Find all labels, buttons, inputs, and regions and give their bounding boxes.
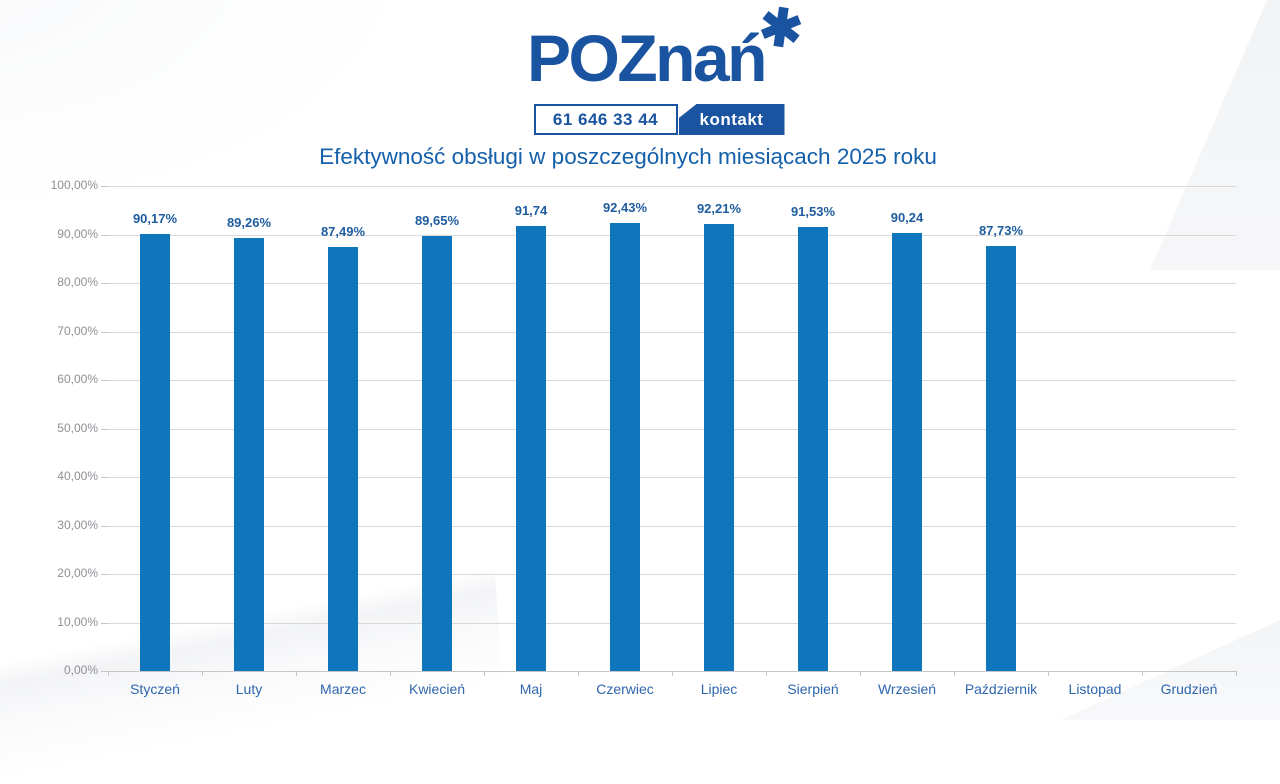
y-axis-tick bbox=[101, 283, 108, 284]
y-axis-label: 100,00% bbox=[50, 178, 98, 192]
y-axis-tick bbox=[101, 234, 108, 236]
x-axis-label-11: Listopad bbox=[1068, 681, 1122, 697]
bar-maj bbox=[516, 226, 546, 671]
gridline bbox=[108, 331, 1236, 333]
bar-kwiecień bbox=[422, 236, 452, 671]
bar-value-label: 91,53% bbox=[790, 204, 836, 220]
y-axis-tick bbox=[101, 380, 108, 381]
bar-luty bbox=[234, 238, 264, 671]
x-axis-tick bbox=[954, 671, 955, 676]
x-axis-tick bbox=[1142, 671, 1143, 676]
y-axis-label: 10,00% bbox=[57, 614, 98, 629]
x-axis-tick bbox=[296, 671, 297, 676]
y-axis-label: 70,00% bbox=[57, 323, 98, 338]
bar-wrzesień bbox=[892, 233, 922, 671]
y-axis-tick bbox=[101, 622, 108, 624]
y-axis-tick bbox=[101, 331, 108, 333]
x-axis-tick bbox=[578, 671, 579, 676]
gridline bbox=[108, 186, 1236, 187]
gridline bbox=[108, 234, 1236, 236]
x-axis-label-7: Lipiec bbox=[700, 681, 738, 697]
y-axis-label: 20,00% bbox=[57, 566, 98, 580]
bar-lipiec bbox=[704, 223, 734, 671]
y-axis-label: 50,00% bbox=[57, 420, 98, 435]
x-axis-tick bbox=[202, 671, 203, 676]
x-axis-label-2: Luty bbox=[235, 681, 263, 697]
x-axis-tick bbox=[860, 671, 861, 676]
gridline bbox=[108, 574, 1236, 575]
header: POZnań ✱ bbox=[0, 0, 1280, 96]
x-axis-tick bbox=[108, 671, 109, 676]
bar-czerwiec bbox=[610, 222, 640, 671]
chart-title: Efektywność obsługi w poszczególnych mie… bbox=[319, 144, 937, 169]
gridline bbox=[108, 283, 1236, 284]
logo-wordmark: POZnań bbox=[526, 21, 768, 95]
y-axis-label: 0,00% bbox=[63, 663, 98, 677]
x-axis-tick bbox=[1236, 671, 1237, 676]
bar-value-label: 92,43% bbox=[602, 199, 648, 215]
kontakt-button[interactable]: kontakt bbox=[678, 104, 785, 135]
contact-bar: 61 646 33 44 kontakt bbox=[19, 104, 1280, 135]
y-axis-label: 80,00% bbox=[57, 275, 98, 289]
y-axis-tick bbox=[101, 525, 108, 527]
bar-marzec bbox=[328, 246, 358, 671]
x-axis-label-8: Sierpień bbox=[787, 681, 839, 697]
bar-sierpień bbox=[798, 227, 828, 671]
logo-asterisk-icon: ✱ bbox=[755, 0, 807, 61]
bar-value-label: 89,65% bbox=[414, 213, 460, 229]
x-axis-tick bbox=[390, 671, 391, 676]
y-axis-label: 30,00% bbox=[57, 517, 98, 532]
bar-value-label: 87,49% bbox=[320, 223, 366, 239]
gridline bbox=[108, 622, 1236, 624]
bar-value-label: 87,73% bbox=[978, 222, 1024, 238]
x-axis-tick bbox=[484, 671, 485, 676]
y-axis-tick bbox=[101, 574, 108, 575]
gridline bbox=[108, 525, 1236, 527]
x-axis-tick bbox=[1048, 671, 1049, 676]
x-axis-label-1: Styczeń bbox=[130, 681, 180, 697]
bar-value-label: 90,17% bbox=[132, 210, 178, 226]
bar-value-label: 91,74 bbox=[514, 203, 548, 219]
x-axis-label-3: Marzec bbox=[320, 681, 366, 697]
x-axis-label-6: Czerwiec bbox=[596, 681, 654, 697]
y-axis-label: 90,00% bbox=[57, 226, 98, 241]
x-axis-tick bbox=[672, 671, 673, 676]
bar-chart-plot-area: 0,00% 10,00% 20,00% 30,00% 40,00% 50,00% 60,00… bbox=[51, 178, 1237, 697]
x-axis-label-4: Kwiecień bbox=[408, 681, 466, 697]
gridline bbox=[108, 380, 1236, 381]
y-axis-tick bbox=[101, 477, 108, 478]
bar-value-label: 89,26% bbox=[226, 215, 272, 231]
phone-number: 61 646 33 44 bbox=[533, 104, 678, 135]
y-axis-tick bbox=[101, 186, 108, 187]
gridline bbox=[108, 428, 1236, 430]
x-axis-label-9: Wrzesień bbox=[877, 681, 937, 697]
x-axis-tick bbox=[766, 671, 767, 676]
bar-październik bbox=[986, 245, 1016, 671]
x-axis-label-10: Październik bbox=[964, 681, 1038, 697]
x-axis-label-5: Maj bbox=[519, 681, 543, 697]
poznan-logo: POZnań ✱ bbox=[526, 0, 807, 96]
bar-styczeń bbox=[140, 233, 170, 671]
gridline bbox=[108, 477, 1236, 478]
y-axis-tick bbox=[101, 671, 108, 672]
y-axis-label: 60,00% bbox=[57, 372, 98, 386]
x-axis-label-12: Grudzień bbox=[1160, 681, 1218, 697]
bar-value-label: 92,21% bbox=[696, 200, 742, 216]
y-axis-tick bbox=[101, 428, 108, 430]
y-axis-label: 40,00% bbox=[57, 469, 98, 483]
bar-value-label: 90,24 bbox=[890, 210, 924, 226]
